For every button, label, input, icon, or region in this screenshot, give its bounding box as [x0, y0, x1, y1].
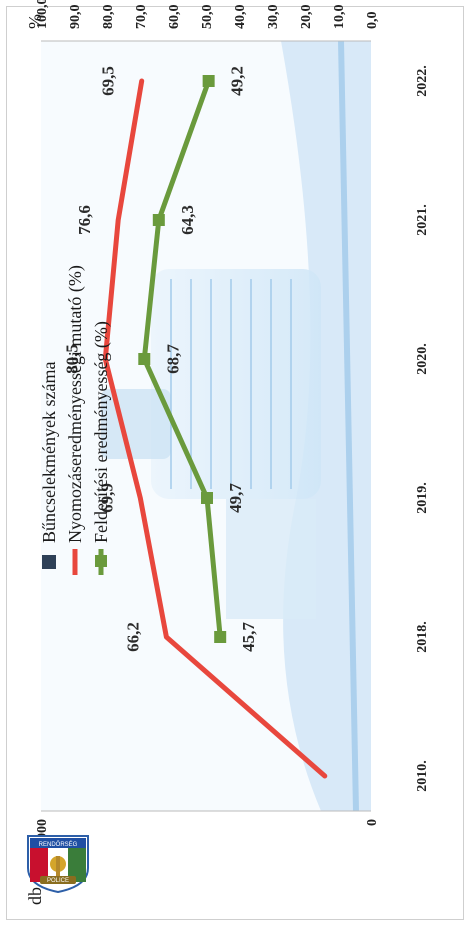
- x-axis-tick-label: 2019.: [415, 482, 430, 514]
- legend: Bűncselekmények száma Nyomozáseredményess…: [39, 265, 112, 575]
- data-label: 45,7: [239, 622, 258, 652]
- legend-swatch: [42, 555, 56, 569]
- series-marker: [152, 214, 165, 226]
- left-axis-tick-label: 0: [365, 819, 380, 826]
- series-line: [102, 78, 328, 779]
- series-lines: [102, 75, 328, 779]
- right-axis-tick-label: 80,0: [101, 5, 116, 30]
- right-axis-tick-label: 0,0: [365, 12, 380, 30]
- x-axis-tick-label: 2020.: [415, 343, 430, 375]
- building-photo-background: [41, 40, 371, 812]
- right-axis-tick-label: 30,0: [266, 5, 281, 30]
- chart-svg: 0,0 10,0 20,0 30,0 40,0 50,0 60,0 70,0 80,0 90,0 1…: [25, 0, 430, 905]
- data-label: 68,7: [163, 344, 182, 374]
- right-axis-unit: %: [25, 14, 45, 29]
- data-label: 64,3: [178, 205, 197, 235]
- data-label: 49,7: [226, 483, 245, 513]
- x-axis-tick-label: 2022.: [415, 65, 430, 97]
- right-axis-tick-label: 100,0: [35, 0, 50, 29]
- data-labels: 66,2 69,9 80,5 76,6 69,5 45,7 49,7 68,7 64,3 49,2: [62, 66, 258, 652]
- series-marker: [200, 492, 213, 504]
- logo-text-top: RENDŐRSÉG: [39, 841, 78, 848]
- data-label: 66,2: [123, 622, 142, 652]
- police-emblem-icon: RENDŐRSÉG POLICE: [27, 835, 89, 894]
- x-axis-ticks: 2010. 2018. 2019. 2020. 2021. 2022.: [415, 65, 430, 792]
- right-axis-tick-label: 50,0: [200, 5, 215, 30]
- data-label: 76,6: [75, 205, 94, 235]
- logo-text-bottom: POLICE: [47, 878, 69, 884]
- legend-label: Nyomozáseredményességi mutató (%): [65, 265, 86, 543]
- legend-label: Bűncselekmények száma: [39, 362, 59, 543]
- series-marker: [202, 75, 215, 87]
- right-axis-tick-label: 20,0: [299, 5, 314, 30]
- right-axis-tick-label: 70,0: [134, 5, 149, 30]
- x-axis-tick-label: 2021.: [415, 204, 430, 236]
- series-marker: [214, 631, 227, 643]
- data-label: 69,5: [99, 66, 118, 96]
- right-axis-tick-label: 90,0: [68, 5, 83, 30]
- data-label: 69,9: [97, 483, 116, 513]
- legend-marker: [95, 555, 107, 567]
- right-axis-tick-label: 60,0: [167, 5, 182, 30]
- x-axis-tick-label: 2018.: [415, 621, 430, 653]
- right-axis-tick-label: 10,0: [332, 5, 347, 30]
- data-label: 49,2: [228, 66, 247, 96]
- series-marker: [138, 353, 151, 365]
- right-axis-tick-label: 40,0: [233, 5, 248, 30]
- left-axis-unit: db: [25, 887, 45, 905]
- rotated-chart: 0,0 10,0 20,0 30,0 40,0 50,0 60,0 70,0 80,0 90,0 1…: [11, 0, 451, 919]
- data-label: 80,5: [62, 344, 81, 374]
- legend-label: Felderítési eredményesség (%): [91, 321, 112, 543]
- x-axis-tick-label: 2010.: [415, 760, 430, 792]
- right-axis-ticks: 0,0 10,0 20,0 30,0 40,0 50,0 60,0 70,0 80,0 90,0 1…: [35, 0, 380, 29]
